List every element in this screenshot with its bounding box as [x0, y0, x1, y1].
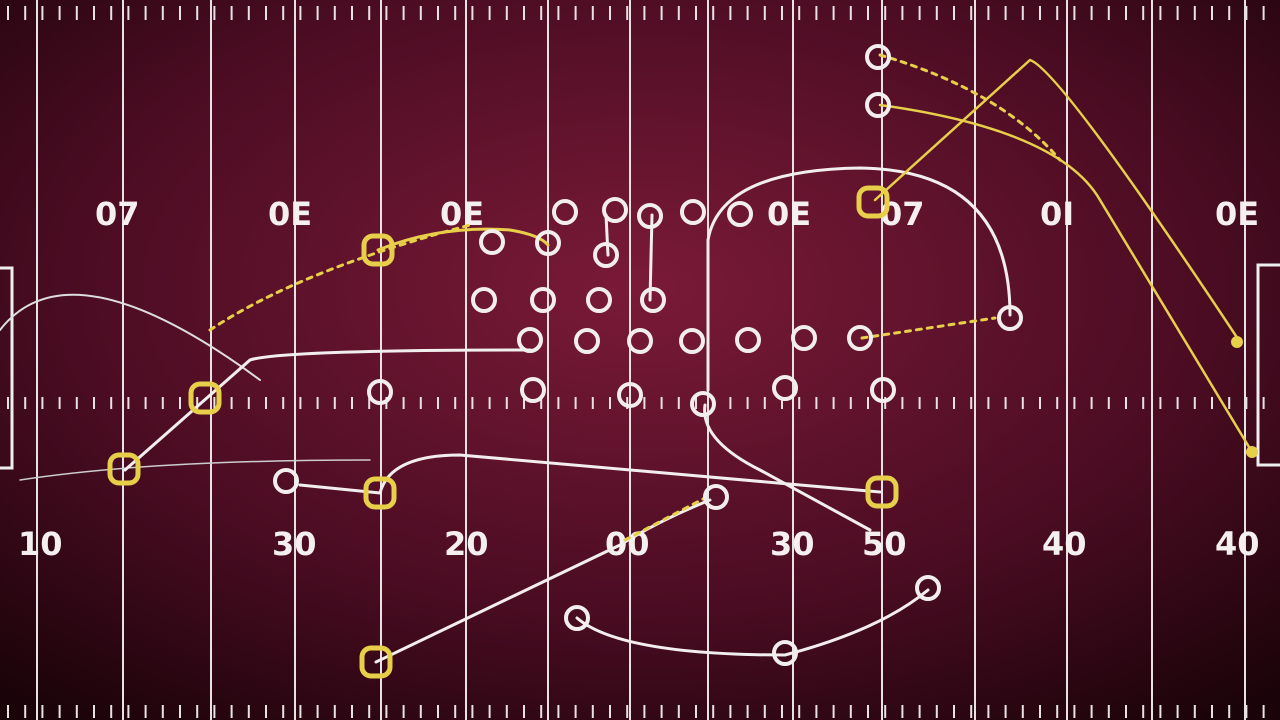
route-yellow-dotted	[878, 53, 1062, 162]
player-marker	[640, 287, 666, 313]
yard-number: 0E	[268, 195, 312, 233]
key-player-marker	[188, 381, 222, 415]
player-marker	[865, 92, 891, 118]
yard-number: 0E	[440, 195, 484, 233]
yard-number: 20	[444, 525, 489, 563]
key-player-marker	[107, 452, 141, 486]
player-marker	[535, 230, 561, 256]
key-player-marker	[361, 233, 395, 267]
key-player-marker	[865, 475, 899, 509]
yard-number: 0E	[767, 195, 811, 233]
route-white	[706, 166, 1012, 392]
player-marker	[680, 199, 706, 225]
player-marker	[517, 327, 543, 353]
yard-numbers-bottom: 10 30 20 00 30 50 40 40	[18, 525, 1260, 563]
player-marker	[602, 197, 628, 223]
player-marker	[791, 325, 817, 351]
player-marker	[735, 327, 761, 353]
yard-number: 30	[272, 525, 317, 563]
player-marker	[273, 468, 299, 494]
player-marker	[870, 377, 896, 403]
route-white	[0, 293, 261, 381]
player-marker	[847, 325, 873, 351]
player-marker	[865, 44, 891, 70]
yard-lines	[36, 0, 1246, 720]
route-yellow	[873, 58, 1242, 344]
route-yellow-dotted	[860, 316, 997, 340]
end-zone-left	[0, 266, 14, 470]
route-yellow	[878, 103, 1254, 454]
player-marker	[520, 377, 546, 403]
hash-marks	[7, 6, 1265, 718]
player-marker	[637, 203, 663, 229]
player-marker	[679, 328, 705, 354]
player-marker	[627, 328, 653, 354]
player-marker	[772, 640, 798, 666]
route-yellow-dotted	[623, 496, 707, 542]
key-player-marker	[363, 476, 397, 510]
yard-number: 40	[1215, 525, 1260, 563]
player-marker	[564, 605, 590, 631]
key-player-marker	[856, 185, 890, 219]
player-marker	[997, 305, 1023, 331]
route-white	[19, 459, 371, 481]
player-marker	[367, 379, 393, 405]
yard-number: 0I	[1040, 195, 1074, 233]
player-marker	[479, 229, 505, 255]
player-marker	[915, 575, 941, 601]
yard-number: 0E	[1215, 195, 1259, 233]
player-marker	[690, 391, 716, 417]
route-white	[604, 213, 654, 302]
yard-number: 30	[770, 525, 815, 563]
player-marker	[471, 287, 497, 313]
player-marker	[593, 242, 619, 268]
key-player-marker	[359, 645, 393, 679]
player-marker	[574, 328, 600, 354]
route-white	[123, 348, 532, 472]
player-marker	[772, 375, 798, 401]
routes	[0, 53, 1254, 664]
yard-number: 10	[18, 525, 63, 563]
route-endpoint	[1231, 336, 1243, 348]
route-white	[575, 588, 930, 657]
route-yellow-dotted	[208, 223, 472, 332]
players	[107, 44, 1258, 679]
player-marker	[617, 382, 643, 408]
player-marker	[727, 201, 753, 227]
end-zone-right	[1256, 263, 1280, 467]
route-white	[298, 453, 882, 495]
yard-number: 40	[1042, 525, 1087, 563]
route-endpoint	[1246, 446, 1258, 458]
player-marker	[703, 484, 729, 510]
yard-number: 07	[95, 195, 140, 233]
player-marker	[530, 287, 556, 313]
player-marker	[552, 199, 578, 225]
player-marker	[586, 287, 612, 313]
